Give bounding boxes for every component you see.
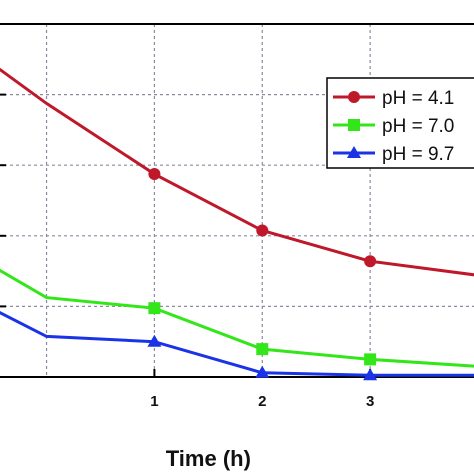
legend-marker [348,119,360,131]
data-point-marker [148,302,161,315]
data-point-marker [363,368,378,381]
grid-lines [0,24,474,377]
data-point-marker [364,353,377,366]
legend: pH = 4.1 pH = 7.0 pH = 9.7 [326,77,474,169]
data-point-marker [148,168,161,181]
data-point-marker [256,343,269,356]
data-point-marker [364,255,377,268]
legend-item: pH = 7.0 [333,116,454,137]
legend-item: pH = 9.7 [333,144,454,165]
x-axis-title: Time (h) [166,446,251,471]
data-point-marker [255,365,270,378]
legend-label: pH = 4.1 [382,88,454,109]
legend-item: pH = 4.1 [333,88,454,109]
y-axis-ticks [0,93,6,308]
legend-marker [347,146,361,158]
series-line [0,268,474,368]
legend-label: pH = 7.0 [382,116,454,137]
series-layer [0,67,474,381]
series-3 [0,311,474,381]
x-tick-label: 1 [150,393,158,410]
data-point-marker [256,224,269,237]
series-line [0,311,474,377]
series-line [0,67,474,277]
x-tick-label: 2 [258,393,266,410]
legend-label: pH = 9.7 [382,144,454,165]
data-point-marker [147,334,162,347]
plot-frame [0,23,474,378]
series-2 [0,268,474,368]
series-1 [0,67,474,277]
legend-marker [348,91,360,103]
x-tick-label: 3 [366,393,374,410]
